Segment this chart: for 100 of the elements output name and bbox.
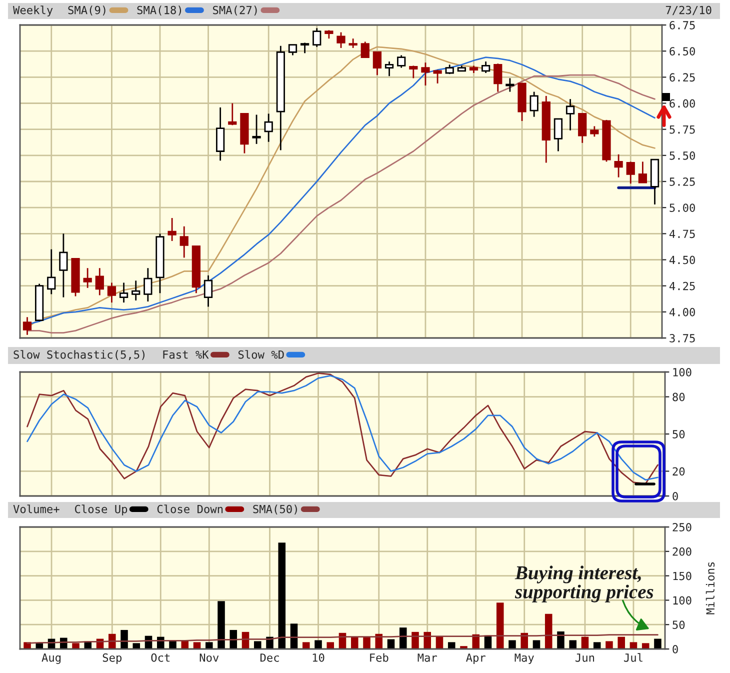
y-tick-label: 4.50 (670, 256, 695, 264)
bar (544, 614, 552, 649)
bar (350, 636, 358, 649)
candlestick (372, 51, 382, 76)
annotation: Buying interest, supporting prices (514, 566, 654, 602)
x-tick-label: Apr (466, 654, 486, 664)
bar (193, 642, 201, 649)
candlestick (300, 42, 310, 54)
legend-label: SMA(18) (137, 6, 182, 16)
x-tick-label: Feb (370, 653, 388, 662)
bar (581, 636, 589, 649)
bar (654, 638, 662, 649)
y-tick-label: 100 (673, 368, 692, 376)
y-tick-label: 4.75 (670, 230, 695, 238)
candlestick (22, 316, 32, 336)
candlestick (168, 217, 176, 242)
x-tick-label: Jun (576, 654, 594, 662)
bar (606, 641, 613, 649)
candlestick (312, 27, 322, 48)
x-tick-label: Mar (418, 654, 437, 662)
x-tick-label: May (514, 654, 534, 664)
candlestick (228, 102, 237, 126)
x-tick-label: Oct (151, 653, 170, 662)
y-tick-label: 150 (673, 572, 692, 580)
line-series (26, 634, 658, 644)
candlestick (47, 248, 56, 295)
bar (496, 602, 504, 649)
bar (302, 642, 310, 649)
y-tick-label: 50 (672, 430, 685, 438)
bar (278, 542, 286, 649)
candlestick (180, 226, 188, 258)
bar (206, 642, 213, 649)
candlestick (144, 267, 152, 302)
y-tick-label: 4.00 (670, 308, 695, 316)
candlestick (59, 232, 68, 298)
chart-title: Slow Stochastic(5,5) (14, 350, 144, 360)
candlestick (132, 280, 140, 302)
bar (569, 640, 576, 649)
candlestick (433, 69, 442, 84)
candlestick (252, 114, 261, 145)
bar (132, 643, 140, 649)
y-tick-label: 0 (672, 492, 678, 500)
bar (254, 641, 262, 649)
candlestick (590, 126, 599, 138)
bar (630, 642, 638, 649)
y-tick-label: 4.25 (670, 282, 695, 290)
legend-label: Close Up (75, 504, 128, 516)
candlestick (445, 64, 454, 75)
y-tick-label: 200 (672, 547, 692, 556)
bar (412, 632, 419, 649)
legend-label: SMA(9) (68, 6, 106, 16)
y-tick-label: 100 (673, 596, 692, 605)
candlestick (614, 154, 623, 178)
bar (618, 636, 625, 649)
y-tick-label: 5.00 (670, 204, 695, 212)
candlestick (83, 267, 92, 289)
bar (593, 642, 601, 649)
y-tick-label: 50 (672, 620, 685, 630)
candlestick (494, 62, 502, 92)
bar (314, 640, 322, 649)
candlestick (578, 112, 587, 144)
bar (448, 642, 456, 649)
candlestick (481, 60, 490, 74)
candlestick (360, 41, 370, 58)
bar (230, 630, 238, 649)
chart-title: Weekly (13, 6, 53, 16)
legend-label: SMA(27) (212, 6, 257, 16)
candlestick (216, 106, 225, 162)
chart-title: Volume+ (13, 504, 60, 514)
candlestick (626, 160, 635, 184)
candlestick (95, 267, 104, 296)
y-tick-label: 250 (672, 523, 692, 532)
bar (424, 632, 432, 649)
bar (436, 636, 444, 649)
bar (520, 632, 528, 649)
y-tick-label: 6.25 (670, 73, 695, 82)
bar (399, 628, 407, 649)
x-tick-label: Jul (624, 653, 642, 662)
y-tick-label: 80 (672, 392, 685, 402)
bar (326, 642, 334, 649)
y-tick-label: 3.75 (670, 334, 695, 342)
y-tick-label: 6.00 (670, 99, 695, 108)
candlestick (506, 78, 514, 92)
candlestick (638, 160, 648, 184)
bar (120, 630, 128, 649)
bar (642, 643, 650, 649)
candlestick (530, 91, 538, 118)
bar (363, 636, 370, 649)
candlestick (119, 282, 128, 304)
candlestick (264, 112, 273, 143)
candlestick (566, 98, 575, 132)
legend-label: Close Down (157, 504, 223, 514)
candlestick (397, 54, 406, 68)
bar (508, 640, 516, 649)
candlestick (204, 274, 213, 308)
y-tick-label: 0 (672, 645, 678, 654)
y-axis-title: Millions (706, 562, 715, 614)
x-tick-label: Aug (42, 653, 61, 664)
y-tick-label: 20 (672, 467, 685, 476)
candlestick (421, 62, 430, 86)
